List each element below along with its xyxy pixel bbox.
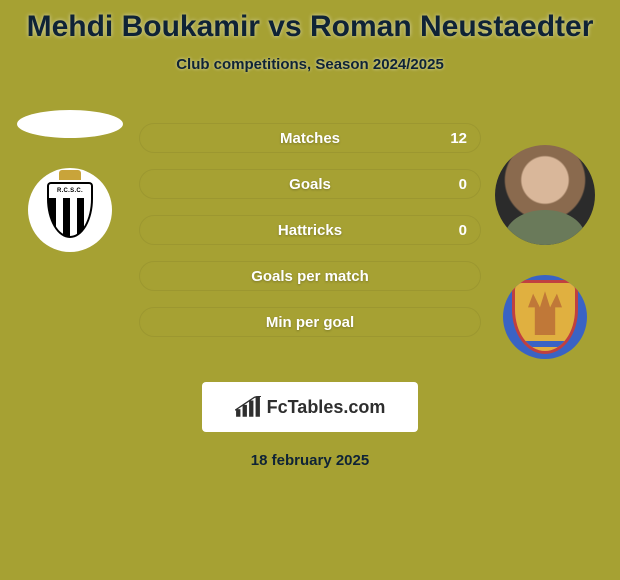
- brand-text: FcTables.com: [267, 397, 386, 418]
- player-photo-right: [495, 145, 595, 245]
- subtitle: Club competitions, Season 2024/2025: [0, 56, 620, 73]
- stat-bar: Min per goal: [140, 308, 480, 336]
- comparison-infographic: Mehdi Boukamir vs Roman Neustaedter Club…: [0, 0, 620, 580]
- brand-badge: FcTables.com: [202, 382, 418, 432]
- stat-bar: Matches 12: [140, 124, 480, 152]
- westerlo-shield-icon: [512, 280, 578, 354]
- club-logo-left: [28, 168, 112, 252]
- date-text: 18 february 2025: [0, 452, 620, 469]
- stat-value-right: 0: [459, 217, 467, 243]
- right-player-column: [490, 145, 600, 359]
- stat-value-right: 0: [459, 171, 467, 197]
- stat-bar: Hattricks 0: [140, 216, 480, 244]
- stat-bar: Goals per match: [140, 262, 480, 290]
- club-logo-right: [503, 275, 587, 359]
- rcsc-shield-icon: [47, 182, 93, 238]
- left-player-column: [10, 110, 130, 252]
- stat-label: Matches: [280, 130, 340, 147]
- stat-label: Hattricks: [278, 222, 342, 239]
- stat-value-right: 12: [450, 125, 467, 151]
- page-title: Mehdi Boukamir vs Roman Neustaedter: [0, 0, 620, 44]
- stat-label: Min per goal: [266, 314, 354, 331]
- stat-bar: Goals 0: [140, 170, 480, 198]
- stat-label: Goals: [289, 176, 331, 193]
- stat-bars: Matches 12 Goals 0 Hattricks 0 Goals per match…: [140, 124, 480, 336]
- player-photo-left-placeholder: [17, 110, 123, 138]
- stat-label: Goals per match: [251, 268, 369, 285]
- bars-icon: [235, 396, 261, 418]
